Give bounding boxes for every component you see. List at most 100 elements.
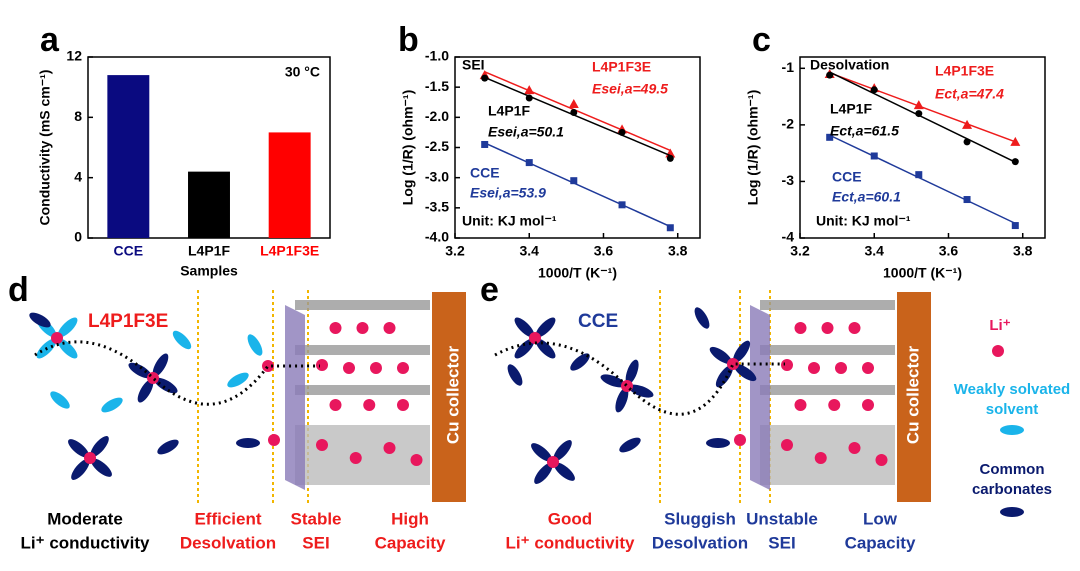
marker xyxy=(963,138,971,146)
y-tick-label: -2.5 xyxy=(425,138,449,154)
marker xyxy=(525,94,533,102)
fit-line xyxy=(484,142,671,228)
panel-label: e xyxy=(480,271,499,309)
electrolyte-label: L4P1F3E xyxy=(88,311,168,332)
marker xyxy=(1011,222,1019,230)
li-ion xyxy=(821,322,834,334)
solvent xyxy=(535,317,556,338)
solvent xyxy=(128,362,152,379)
axes-frame xyxy=(799,56,1046,239)
li-ion xyxy=(547,456,559,468)
panel-label: d xyxy=(8,271,29,309)
marker xyxy=(481,74,489,82)
solvent xyxy=(157,439,179,455)
series-label: L4P1F xyxy=(830,101,872,117)
li-ion xyxy=(875,454,888,466)
y-axis-label: Conductivity (mS cm⁻¹) xyxy=(37,70,53,226)
annotation: Unit: KJ mol⁻¹ xyxy=(462,213,557,229)
y-tick-label: -1.5 xyxy=(425,78,449,94)
li-ion xyxy=(363,399,376,411)
y-tick-label: -1 xyxy=(782,59,795,75)
li-ion xyxy=(397,399,409,411)
caption: Desolvation xyxy=(180,533,276,552)
graphite-layer xyxy=(295,425,430,485)
solvent xyxy=(706,438,730,448)
marker xyxy=(1010,136,1021,146)
caption: Unstable xyxy=(746,509,818,528)
annotation: Desolvation xyxy=(810,57,889,73)
caption: Efficient xyxy=(194,509,261,528)
caption: Sluggish xyxy=(664,509,736,528)
y-tick-label: 8 xyxy=(74,108,82,124)
x-tick-label: 3.4 xyxy=(865,243,885,259)
li-ion xyxy=(727,358,739,370)
y-tick-label: -3.0 xyxy=(425,168,449,184)
panel-label: c xyxy=(752,21,771,59)
series-label: L4P1F3E xyxy=(935,63,994,79)
electrolyte-label: CCE xyxy=(578,311,618,332)
marker xyxy=(666,224,674,232)
solvent xyxy=(1000,507,1024,517)
solvent xyxy=(600,374,626,388)
x-tick-label: 3.8 xyxy=(1013,243,1033,259)
fit-line xyxy=(484,71,671,152)
fit-line xyxy=(829,71,1016,163)
schematic xyxy=(29,290,1024,517)
sei-layer xyxy=(285,305,305,490)
caption: Desolvation xyxy=(652,533,748,552)
marker xyxy=(524,85,535,95)
fit-line xyxy=(829,134,1016,225)
li-ion xyxy=(814,452,827,464)
li-ion xyxy=(329,322,342,334)
x-axis-label: 1000/T (K⁻¹) xyxy=(538,265,617,281)
li-ion xyxy=(862,399,874,411)
marker xyxy=(962,119,973,129)
y-tick-label: -4 xyxy=(782,229,795,245)
li-ion xyxy=(356,322,369,334)
li-ion xyxy=(808,362,820,374)
y-tick-label: 12 xyxy=(66,48,82,64)
marker xyxy=(525,159,533,167)
caption: Low xyxy=(863,509,898,528)
li-ion xyxy=(794,399,807,411)
solvent xyxy=(531,443,552,462)
annotation: Ect,a=47.4 xyxy=(935,86,1004,102)
series-label: CCE xyxy=(832,169,862,185)
annotation: Ect,a=60.1 xyxy=(832,189,901,205)
bar xyxy=(268,132,311,238)
legend-common: Common xyxy=(980,461,1045,478)
caption: Moderate xyxy=(47,509,123,528)
caption: Li⁺ conductivity xyxy=(21,533,150,552)
solvent xyxy=(247,334,263,356)
solvent xyxy=(154,377,178,394)
annotation: Esei,a=49.5 xyxy=(592,81,668,97)
marker xyxy=(618,201,626,209)
solvent xyxy=(137,379,154,403)
solvent xyxy=(172,330,192,350)
migration-path xyxy=(494,341,785,416)
y-tick-label: -2.0 xyxy=(425,108,449,124)
li-ion xyxy=(862,362,874,374)
marker xyxy=(963,196,971,204)
collector-label: Cu collector xyxy=(903,346,922,445)
graphite-layer xyxy=(760,345,895,355)
y-tick-label: 0 xyxy=(74,229,82,245)
li-ion xyxy=(397,362,409,374)
y-tick-label: -2 xyxy=(782,116,795,132)
solvent xyxy=(625,359,639,385)
solvent xyxy=(91,458,112,477)
solvent xyxy=(535,338,556,359)
caption: Capacity xyxy=(375,533,446,552)
solvent xyxy=(554,462,575,481)
solvent xyxy=(90,436,109,457)
solvent xyxy=(101,397,123,413)
solvent xyxy=(534,463,553,484)
solvent xyxy=(734,364,757,382)
x-tick-label: 3.6 xyxy=(939,243,959,259)
x-tick-label: L4P1F3E xyxy=(260,243,319,259)
solvent xyxy=(68,439,89,458)
solvent xyxy=(570,353,590,371)
y-tick-label: -3 xyxy=(782,172,795,188)
li-ion xyxy=(329,399,342,411)
legend-li: Li⁺ xyxy=(989,317,1010,334)
